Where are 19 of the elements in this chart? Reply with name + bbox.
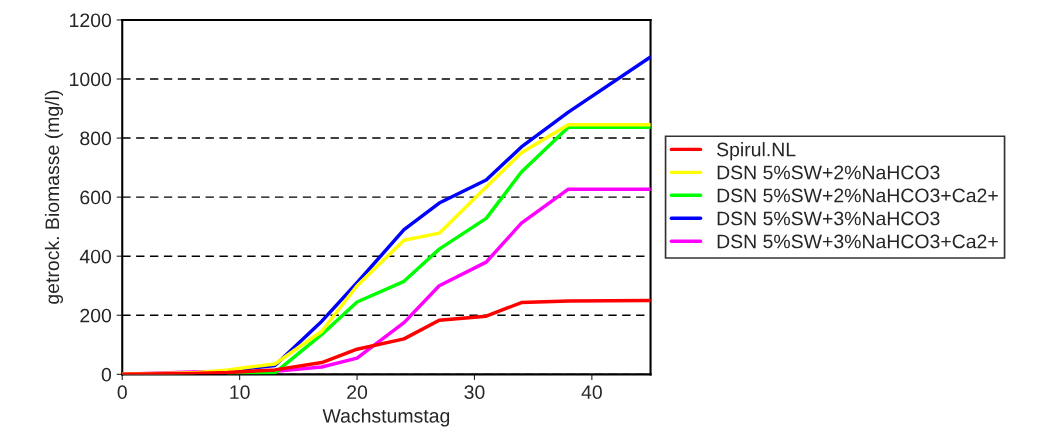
- legend-label: DSN 5%SW+2%NaHCO3+Ca2+: [717, 188, 998, 203]
- x-tick-label: 20: [347, 385, 368, 400]
- legend-label: DSN 5%SW+3%NaHCO3: [717, 211, 940, 226]
- y-tick-label: 1200: [70, 13, 112, 28]
- y-tick-label: 800: [80, 131, 112, 146]
- y-tick-label: 0: [101, 367, 112, 382]
- y-tick-label: 1000: [70, 72, 112, 87]
- y-axis-title: getrock. Biomasse (mg/l): [44, 90, 64, 304]
- y-tick-label: 600: [80, 190, 112, 205]
- x-tick-label: 10: [230, 385, 250, 400]
- legend-label: DSN 5%SW+3%NaHCO3+Ca2+: [717, 234, 998, 249]
- x-axis-title: Wachstumstag: [322, 408, 450, 427]
- y-tick-label: 200: [80, 308, 112, 323]
- legend-label: DSN 5%SW+2%NaHCO3: [717, 165, 940, 180]
- legend-label: Spirul.NL: [717, 142, 796, 161]
- x-tick-label: 0: [117, 385, 127, 400]
- x-tick-label: 30: [464, 385, 485, 400]
- x-tick-label: 40: [581, 385, 602, 400]
- y-tick-label: 400: [79, 249, 112, 264]
